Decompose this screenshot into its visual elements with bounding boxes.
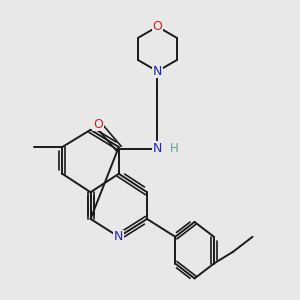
- Text: N: N: [114, 230, 124, 243]
- Text: N: N: [153, 65, 162, 78]
- Text: H: H: [169, 142, 178, 155]
- Text: O: O: [93, 118, 103, 130]
- Text: O: O: [152, 20, 162, 33]
- Text: N: N: [153, 142, 162, 155]
